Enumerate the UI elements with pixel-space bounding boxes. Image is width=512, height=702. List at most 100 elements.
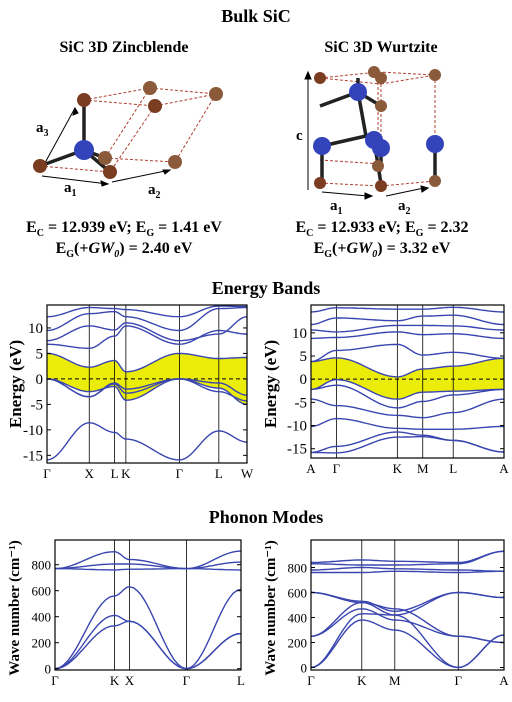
- eg-gw-paren: (+: [332, 240, 346, 257]
- x-tick-label: L: [111, 466, 119, 481]
- zincblende-phonon-plot: 0 200 400 600 800 Γ K X Γ L: [32, 539, 245, 688]
- zincblende-lattice-vectors: [39, 106, 172, 187]
- energy-bands-title: Energy Bands: [212, 278, 321, 298]
- band-line: [311, 417, 504, 430]
- x-tick-label: A: [499, 673, 509, 688]
- eg-label: E: [136, 219, 147, 236]
- band-gap-fill: [311, 357, 504, 400]
- band-line: [311, 378, 504, 400]
- band-line: [47, 352, 247, 373]
- svg-text:a3: a3: [36, 120, 49, 139]
- figure-title: Bulk SiC: [221, 6, 291, 26]
- eg-gw-paren: (+: [74, 240, 88, 257]
- gw-label: GW: [347, 240, 375, 257]
- vector-a1-subscript: 1: [72, 188, 77, 199]
- eg-label: E: [405, 219, 416, 236]
- band-line: [311, 550, 504, 564]
- silicon-atom: [372, 139, 390, 157]
- svg-text:c: c: [296, 128, 303, 144]
- x-tick-label: X: [85, 466, 95, 481]
- ec-value: = 12.939 eV;: [44, 219, 136, 236]
- y-tick-label: 600: [288, 586, 308, 601]
- vector-a3-label: a: [36, 120, 44, 136]
- zincblende-energy-line1: EC = 12.939 eV; EG = 1.41 eV: [26, 219, 222, 239]
- band-line: [55, 586, 241, 670]
- band-line: [47, 325, 247, 349]
- x-tick-label: K: [121, 466, 131, 481]
- y-tick-label: 0: [300, 372, 308, 388]
- band-line: [311, 306, 504, 313]
- carbon-atom: [375, 100, 387, 112]
- ec-label: E: [295, 219, 306, 236]
- band-line: [311, 384, 504, 409]
- carbon-atom: [429, 175, 441, 187]
- y-tick-label: 200: [288, 636, 308, 651]
- y-tick-label: -10: [287, 419, 307, 435]
- eg-gw-subscript: G: [324, 249, 332, 260]
- x-tick-label: Γ: [183, 673, 191, 688]
- band-line: [55, 614, 241, 670]
- wurtzite-band-plot: 10 5 0 -5 -10 -15 A Γ K M L A: [287, 304, 509, 476]
- x-tick-label: M: [417, 461, 429, 476]
- y-tick-label: 400: [288, 611, 308, 626]
- x-tick-label: K: [110, 673, 120, 688]
- x-tick-label: A: [306, 461, 316, 476]
- y-tick-label: -5: [295, 395, 308, 411]
- svg-text:a2: a2: [148, 182, 161, 201]
- wurtzite-structure: SiC 3D Wurtzite: [295, 39, 468, 260]
- zincblende-structure: SiC 3D Zincblende: [26, 39, 223, 260]
- x-tick-label: A: [499, 461, 509, 476]
- band-line: [311, 591, 504, 616]
- y-tick-label: 10: [28, 321, 43, 337]
- band-line: [47, 378, 247, 406]
- vector-a2-label: a: [148, 182, 156, 198]
- x-tick-label: X: [125, 673, 135, 688]
- band-line: [311, 608, 504, 644]
- band-line: [311, 431, 504, 454]
- y-tick-label: 0: [301, 661, 308, 676]
- ec-value: = 12.933 eV;: [313, 219, 405, 236]
- wurtzite-phonon-plot: 0 200 400 600 800 Γ K M Γ A: [288, 539, 509, 688]
- band-line: [311, 314, 504, 326]
- y-tick-label: 5: [300, 349, 308, 365]
- x-tick-label: W: [241, 466, 254, 481]
- energy-axis-label-right: Energy (eV): [261, 340, 280, 428]
- band-line: [311, 398, 504, 419]
- carbon-atom: [168, 155, 182, 169]
- band-line: [55, 561, 241, 570]
- x-tick-label: L: [237, 673, 245, 688]
- silicon-atom: [426, 135, 444, 153]
- x-tick-label: M: [389, 673, 401, 688]
- wurtzite-energy-line1: EC = 12.933 eV; EG = 2.32: [295, 219, 468, 239]
- vector-a1-label: a: [64, 180, 72, 196]
- band-line: [311, 357, 504, 378]
- eg-value: = 1.41 eV: [154, 219, 222, 236]
- silicon-atom: [349, 83, 367, 101]
- vector-a1-label: a: [330, 198, 338, 214]
- carbon-atom: [314, 72, 326, 84]
- eg-gw-label: E: [314, 240, 325, 257]
- y-tick-label: -5: [31, 397, 44, 413]
- band-line: [47, 305, 247, 318]
- x-tick-label: Γ: [43, 466, 51, 481]
- svg-text:a1: a1: [330, 198, 343, 217]
- y-tick-label: 600: [32, 584, 52, 599]
- zincblende-energy-line2: EG(+GW0) = 2.40 eV: [56, 240, 193, 260]
- y-tick-label: -15: [287, 442, 307, 458]
- x-tick-label: Γ: [307, 673, 315, 688]
- band-line: [311, 619, 504, 669]
- energy-axis-label: Energy (eV): [6, 340, 25, 428]
- y-tick-label: 200: [32, 636, 52, 651]
- carbon-atom: [148, 99, 162, 113]
- vector-c-label: c: [296, 128, 303, 144]
- carbon-atom: [98, 151, 112, 165]
- x-tick-label: Γ: [333, 461, 341, 476]
- band-line: [311, 343, 504, 363]
- band-line: [311, 601, 504, 644]
- band-line: [311, 566, 504, 572]
- wurtzite-energy-line2: EG(+GW0) = 3.32 eV: [314, 240, 451, 260]
- ec-label: E: [26, 219, 37, 236]
- y-tick-label: -15: [23, 448, 43, 464]
- band-line: [311, 570, 504, 574]
